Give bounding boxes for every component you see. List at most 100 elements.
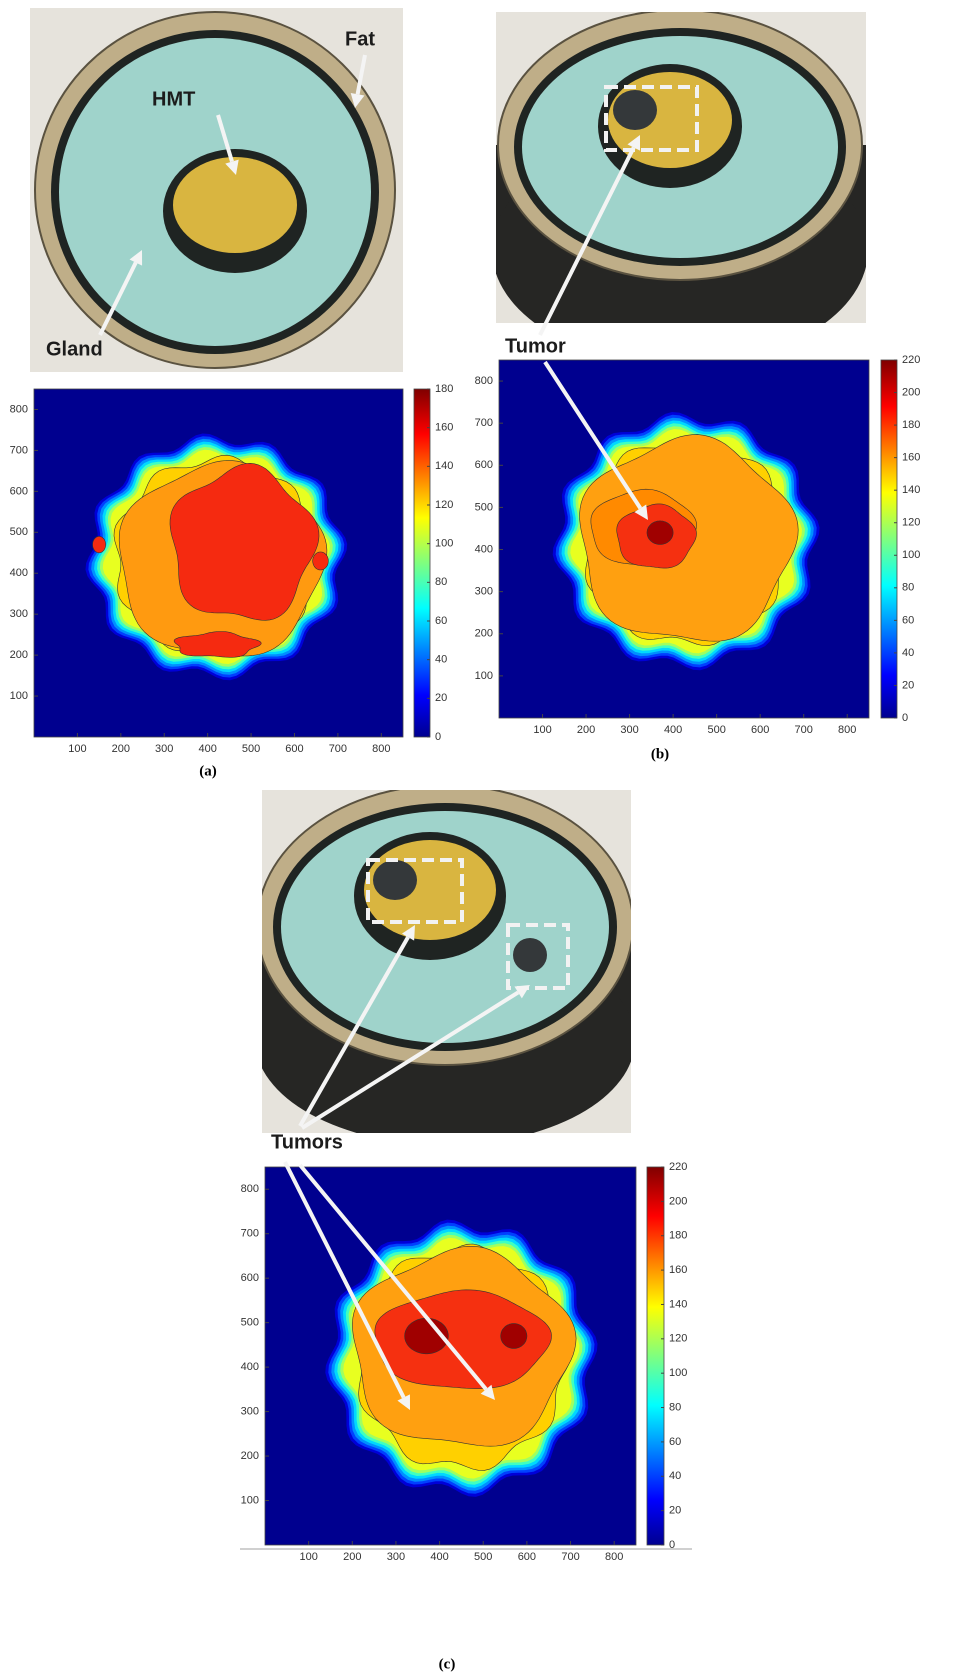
- contour-plot: [34, 389, 403, 737]
- colorbar-tick-label: 80: [902, 582, 914, 594]
- x-tick-label: 700: [329, 743, 347, 755]
- y-tick-label: 100: [241, 1494, 259, 1506]
- y-tick-label: 600: [241, 1272, 259, 1284]
- colorbar-tick-label: 100: [435, 538, 453, 550]
- colorbar: [647, 1167, 664, 1545]
- y-tick-label: 300: [10, 608, 28, 620]
- colorbar-tick-label: 120: [902, 517, 920, 529]
- x-tick-label: 200: [112, 743, 130, 755]
- colorbar-tick-label: 140: [669, 1298, 687, 1310]
- page: {"panels": [ {"label": "(a)", "annotatio…: [0, 0, 975, 1675]
- x-tick-label: 800: [838, 724, 856, 736]
- y-tick-label: 200: [241, 1450, 259, 1462]
- y-tick-label: 800: [241, 1183, 259, 1195]
- colorbar-tick-label: 100: [669, 1367, 687, 1379]
- y-tick-label: 700: [241, 1228, 259, 1240]
- contour-region: [647, 521, 673, 545]
- y-tick-label: 600: [475, 459, 493, 471]
- colorbar-tick-label: 80: [435, 576, 447, 588]
- photo: [255, 785, 635, 1145]
- x-tick-label: 300: [620, 724, 638, 736]
- colorbar-tick-label: 180: [902, 419, 920, 431]
- y-tick-label: 100: [475, 670, 493, 682]
- x-tick-label: 100: [533, 724, 551, 736]
- colorbar-tick-label: 0: [902, 712, 908, 724]
- x-tick-label: 400: [664, 724, 682, 736]
- colorbar-tick-label: 140: [902, 484, 920, 496]
- colorbar-tick-label: 200: [669, 1195, 687, 1207]
- x-tick-label: 300: [387, 1551, 405, 1563]
- contour-region: [501, 1324, 527, 1349]
- annotation: HMT: [152, 88, 195, 110]
- panel-label: (a): [199, 763, 217, 779]
- y-tick-label: 800: [10, 403, 28, 415]
- colorbar-tick-label: 100: [902, 549, 920, 561]
- y-tick-label: 500: [475, 501, 493, 513]
- photo: [30, 8, 403, 372]
- x-tick-label: 200: [343, 1551, 361, 1563]
- panel-label: (b): [651, 746, 669, 762]
- colorbar-tick-label: 40: [669, 1470, 681, 1482]
- colorbar-tick-label: 80: [669, 1401, 681, 1413]
- annotation: Tumors: [271, 1131, 343, 1153]
- x-tick-label: 800: [605, 1551, 623, 1563]
- contour-plot: [265, 1167, 636, 1545]
- panel: 1002003004005006007008001002003004005006…: [10, 8, 454, 779]
- y-tick-label: 400: [241, 1361, 259, 1373]
- colorbar-tick-label: 220: [902, 354, 920, 366]
- y-tick-label: 700: [10, 444, 28, 456]
- colorbar-tick-label: 220: [669, 1161, 687, 1173]
- contour-region: [93, 536, 106, 552]
- x-tick-label: 800: [372, 743, 390, 755]
- x-tick-label: 400: [198, 743, 216, 755]
- annotation: Gland: [46, 338, 103, 360]
- x-tick-label: 500: [242, 743, 260, 755]
- colorbar-tick-label: 60: [902, 614, 914, 626]
- y-tick-label: 300: [241, 1405, 259, 1417]
- y-tick-label: 300: [475, 586, 493, 598]
- y-tick-label: 400: [475, 543, 493, 555]
- panel-label: (c): [439, 1656, 456, 1672]
- colorbar-tick-label: 180: [435, 383, 453, 395]
- colorbar-tick-label: 40: [435, 654, 447, 666]
- x-tick-label: 600: [751, 724, 769, 736]
- x-tick-label: 400: [430, 1551, 448, 1563]
- annotation: Fat: [345, 28, 375, 50]
- colorbar-tick-label: 180: [669, 1230, 687, 1242]
- colorbar-tick-label: 120: [669, 1333, 687, 1345]
- tumor-inclusion: [513, 938, 547, 972]
- x-tick-label: 600: [285, 743, 303, 755]
- y-tick-label: 800: [475, 375, 493, 387]
- colorbar-tick-label: 20: [435, 692, 447, 704]
- y-tick-label: 200: [475, 628, 493, 640]
- colorbar-tick-label: 120: [435, 499, 453, 511]
- x-tick-label: 500: [707, 724, 725, 736]
- x-tick-label: 100: [299, 1551, 317, 1563]
- x-tick-label: 700: [561, 1551, 579, 1563]
- annotation: Tumor: [505, 335, 566, 357]
- x-tick-label: 700: [795, 724, 813, 736]
- x-tick-label: 100: [68, 743, 86, 755]
- y-tick-label: 500: [10, 526, 28, 538]
- colorbar-tick-label: 20: [669, 1505, 681, 1517]
- colorbar-tick-label: 160: [669, 1264, 687, 1276]
- x-tick-label: 300: [155, 743, 173, 755]
- colorbar-tick-label: 0: [435, 731, 441, 743]
- y-tick-label: 500: [241, 1317, 259, 1329]
- y-tick-label: 400: [10, 567, 28, 579]
- contour-plot: [499, 360, 869, 718]
- y-tick-label: 700: [475, 417, 493, 429]
- colorbar: [414, 389, 430, 737]
- colorbar-tick-label: 140: [435, 460, 453, 472]
- colorbar-tick-label: 60: [669, 1436, 681, 1448]
- colorbar-tick-label: 160: [902, 452, 920, 464]
- y-tick-label: 600: [10, 485, 28, 497]
- colorbar-tick-label: 20: [902, 679, 914, 691]
- y-tick-label: 100: [10, 690, 28, 702]
- colorbar-tick-label: 60: [435, 615, 447, 627]
- colorbar: [881, 360, 897, 718]
- colorbar-tick-label: 40: [902, 647, 914, 659]
- contour-region: [313, 552, 329, 570]
- x-tick-label: 200: [577, 724, 595, 736]
